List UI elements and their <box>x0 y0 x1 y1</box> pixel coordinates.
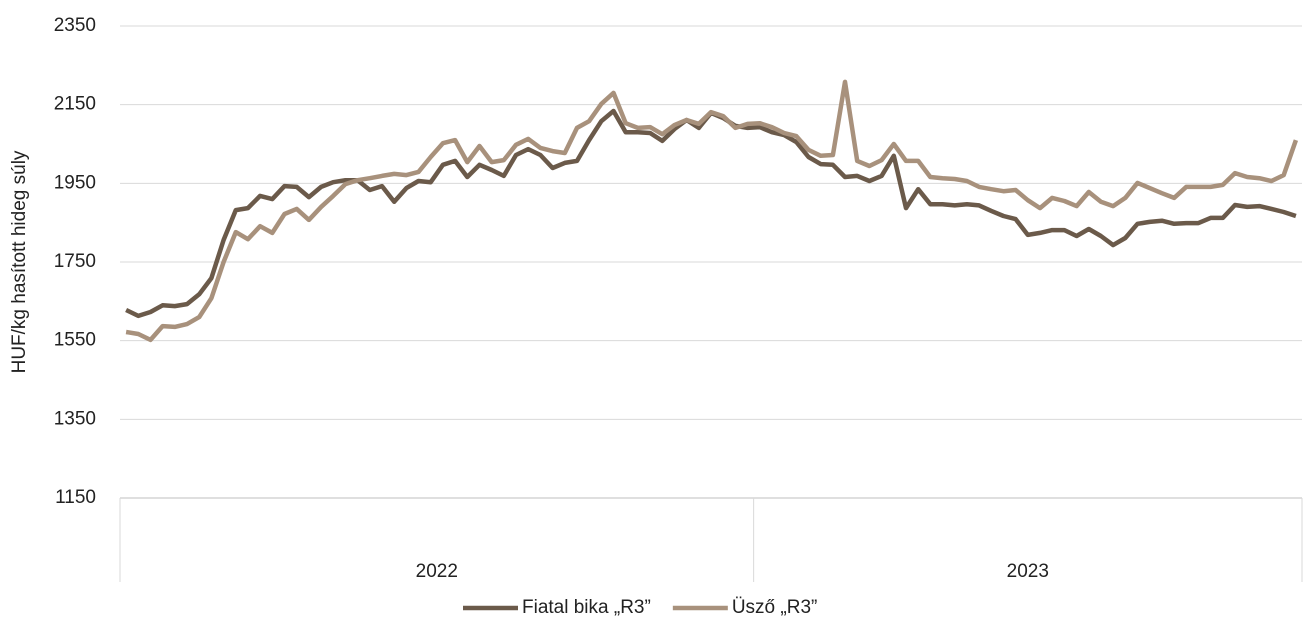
y-tick-label: 1950 <box>54 172 96 193</box>
x-group-label: 2022 <box>416 561 458 582</box>
legend-label: Fiatal bika „R3” <box>522 597 651 618</box>
y-tick-label: 1150 <box>55 487 96 508</box>
y-tick-label: 1350 <box>54 408 96 429</box>
y-tick-label: 2150 <box>54 94 96 115</box>
x-group-label: 2023 <box>1007 561 1049 582</box>
series-line <box>125 79 1299 343</box>
legend-label: Üsző „R3” <box>732 597 818 618</box>
y-axis-title: HUF/kg hasított hideg súly <box>9 150 30 373</box>
y-tick-label: 1750 <box>54 251 96 272</box>
y-tick-label: 1550 <box>54 330 96 351</box>
y-tick-label: 2350 <box>54 15 96 36</box>
